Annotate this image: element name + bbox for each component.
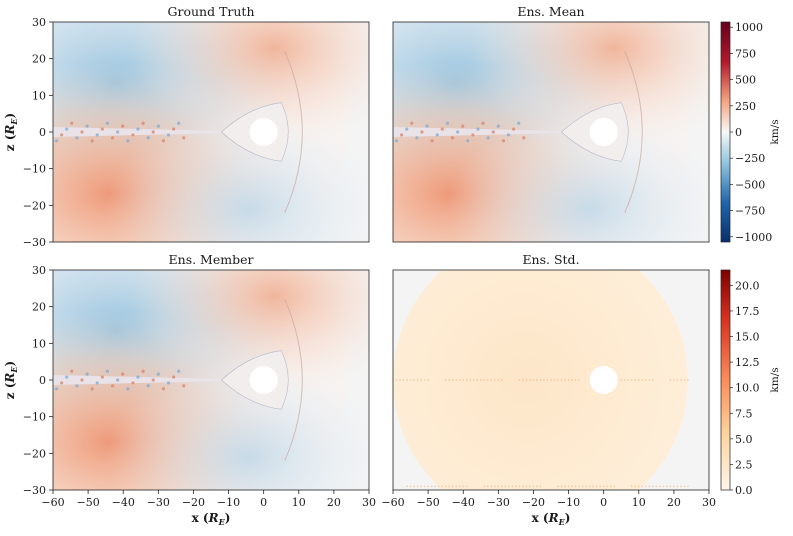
x-tick-label: 10 bbox=[292, 496, 306, 509]
colorbar-tick-label: 15.0 bbox=[735, 331, 760, 344]
x-tick-label: −40 bbox=[452, 496, 475, 509]
panel-title: Ground Truth bbox=[168, 4, 255, 19]
x-tick-label: −50 bbox=[77, 496, 100, 509]
x-tick-label: −30 bbox=[147, 496, 170, 509]
y-tick-label: 20 bbox=[32, 301, 46, 314]
colorbar-label: km/s bbox=[769, 119, 781, 144]
y-tick-label: 0 bbox=[39, 374, 46, 387]
colorbar-label: km/s bbox=[769, 367, 781, 392]
y-axis-label: z (RE) bbox=[3, 113, 19, 151]
y-tick-label: −30 bbox=[23, 236, 46, 249]
colorbar-tick-label: −750 bbox=[735, 205, 765, 218]
x-tick-label: 20 bbox=[667, 496, 681, 509]
y-tick-label: 20 bbox=[32, 53, 46, 66]
colorbar-tick-label: −500 bbox=[735, 178, 765, 191]
x-tick-label: 30 bbox=[362, 496, 376, 509]
colorbar-tick-label: 20.0 bbox=[735, 279, 760, 292]
earth-mask bbox=[589, 117, 618, 147]
x-axis-label: x (RE) bbox=[532, 511, 571, 527]
earth-mask bbox=[249, 117, 278, 147]
earth-mask bbox=[249, 365, 278, 395]
x-tick-label: 0 bbox=[260, 496, 267, 509]
x-tick-label: 10 bbox=[632, 496, 646, 509]
y-axis-label: z (RE) bbox=[3, 361, 19, 399]
colorbar-tick-label: 0 bbox=[735, 126, 742, 139]
colorbar-tick-label: 12.5 bbox=[735, 356, 760, 369]
colorbar-tick-label: −250 bbox=[735, 152, 765, 165]
axes-frame bbox=[392, 269, 710, 491]
x-tick-label: −20 bbox=[522, 496, 545, 509]
x-tick-label: −60 bbox=[41, 496, 64, 509]
y-tick-label: 10 bbox=[32, 337, 46, 350]
y-tick-label: −10 bbox=[23, 411, 46, 424]
y-tick-label: 0 bbox=[39, 126, 46, 139]
x-tick-label: −40 bbox=[112, 496, 135, 509]
x-axis-label: x (RE) bbox=[192, 511, 231, 527]
x-tick-label: 0 bbox=[600, 496, 607, 509]
y-tick-label: −20 bbox=[23, 447, 46, 460]
x-tick-label: −30 bbox=[487, 496, 510, 509]
y-tick-label: −20 bbox=[23, 199, 46, 212]
panel-title: Ens. Member bbox=[169, 252, 254, 267]
axes-frame bbox=[392, 21, 710, 243]
x-tick-label: −50 bbox=[417, 496, 440, 509]
panel-1: Ground Truth 30 20 10 0 −10 −20 −30 z (RE) bbox=[3, 4, 370, 249]
y-tick-label: 10 bbox=[32, 89, 46, 102]
colorbar-tick-label: 750 bbox=[735, 47, 756, 60]
panel-title: Ens. Mean bbox=[517, 4, 584, 19]
earth-mask bbox=[589, 365, 618, 395]
bow-shock bbox=[624, 51, 643, 213]
colorbar-tick-label: −1000 bbox=[735, 231, 772, 244]
bow-shock bbox=[284, 299, 303, 461]
colorbar-tick-label: 500 bbox=[735, 74, 756, 87]
bow-shock bbox=[284, 51, 303, 213]
colorbar-tick-label: 10.0 bbox=[735, 382, 760, 395]
x-tick-label: −60 bbox=[381, 496, 404, 509]
colorbar-tick-label: 2.5 bbox=[735, 458, 753, 471]
panel-title: Ens. Std. bbox=[522, 252, 579, 267]
colorbar-velocity: 1000 750 500 250 0 −250 −500 −750 −1000 km/s bbox=[720, 21, 781, 244]
colorbar-std: 20.0 17.5 15.0 12.5 10.0 7.5 5.0 2.5 0.0 km/s bbox=[720, 269, 781, 497]
x-tick-label: −10 bbox=[557, 496, 580, 509]
panel-2: Ens. Mean bbox=[392, 4, 710, 243]
y-tick-label: 30 bbox=[32, 16, 46, 29]
colorbar-tick-label: 5.0 bbox=[735, 433, 753, 446]
y-tick-label: −10 bbox=[23, 163, 46, 176]
colorbar-tick-label: 7.5 bbox=[735, 407, 753, 420]
colorbar-tick-label: 17.5 bbox=[735, 305, 760, 318]
colorbar-velocity-bar bbox=[720, 21, 731, 243]
colorbar-std-bar bbox=[720, 269, 731, 491]
x-tick-label: −10 bbox=[217, 496, 240, 509]
colorbar-tick-label: 0.0 bbox=[735, 484, 753, 497]
x-tick-label: 20 bbox=[327, 496, 341, 509]
panel-4: Ens. Std. −60 −50 −40 −30 −20 −10 0 10 20 30 x (RE) bbox=[381, 252, 716, 527]
colorbar-tick-label: 1000 bbox=[735, 21, 763, 34]
x-tick-label: 30 bbox=[702, 496, 716, 509]
y-tick-label: −30 bbox=[23, 484, 46, 497]
x-tick-label: −20 bbox=[182, 496, 205, 509]
y-tick-label: 30 bbox=[32, 264, 46, 277]
colorbar-tick-label: 250 bbox=[735, 100, 756, 113]
